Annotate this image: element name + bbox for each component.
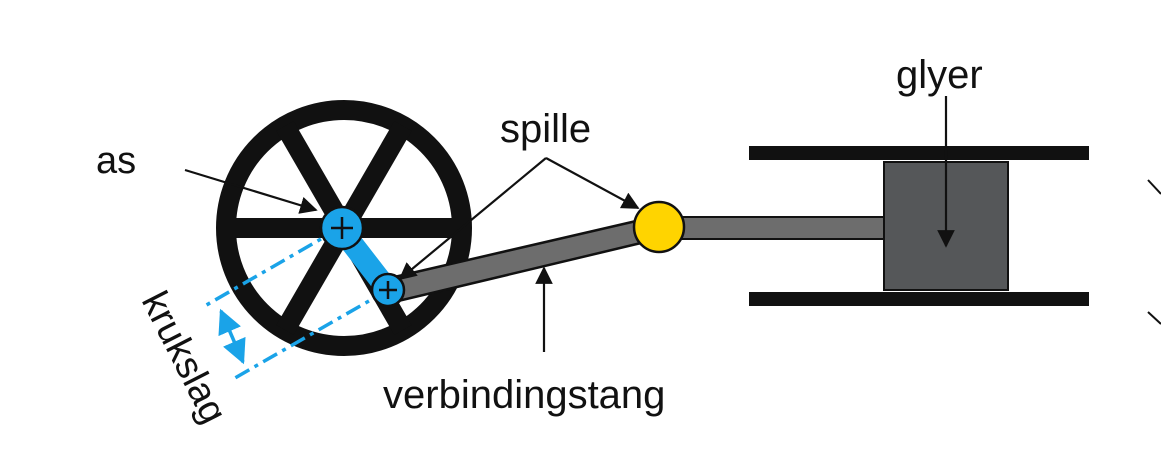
shaft-label: as <box>96 140 136 182</box>
pin-leader-arrow <box>545 157 640 209</box>
pin-leader-arrow <box>398 157 547 281</box>
crank-throw-guide-line <box>202 226 341 309</box>
edge-mark <box>1147 179 1161 195</box>
wrist-pin <box>632 200 686 254</box>
connecting-rod-label: verbindingstang <box>383 373 665 417</box>
crank-throw-guide-line <box>234 288 389 380</box>
pin-label: spille <box>500 107 591 151</box>
edge-mark <box>1147 311 1161 325</box>
shaft-leader-arrow <box>184 168 318 214</box>
crank-throw-label: krukslag <box>133 285 235 430</box>
cylinder-wall-bottom <box>749 292 1089 306</box>
cylinder <box>749 146 1089 306</box>
shaft-hub <box>319 205 365 251</box>
piston-rod <box>659 216 891 240</box>
crank-throw-dimension-arrow <box>218 308 246 365</box>
crank-pin <box>370 272 406 308</box>
cylinder-wall-top <box>749 146 1089 160</box>
piston-label: glyer <box>896 53 983 97</box>
